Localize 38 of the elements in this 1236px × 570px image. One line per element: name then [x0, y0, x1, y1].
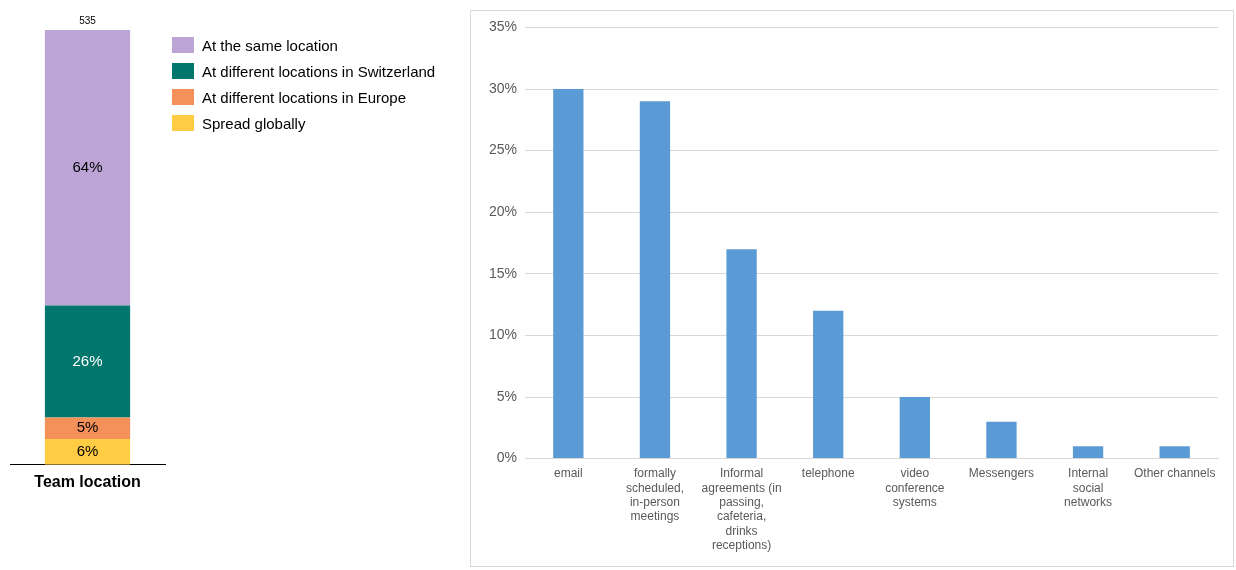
y-tick-label: 30%: [488, 79, 518, 96]
legend-label: At the same location: [202, 36, 338, 54]
y-tick-label: 5%: [496, 387, 518, 404]
y-tick-label: 35%: [488, 18, 518, 35]
text: 535: [79, 14, 97, 26]
bar: [44, 417, 131, 439]
bar: [1072, 446, 1104, 459]
bar: [1159, 446, 1190, 459]
data-label: 26%: [72, 351, 103, 369]
x-tick-label: email: [553, 466, 583, 481]
y-tick-label: 0%: [496, 449, 518, 466]
bar: [986, 421, 1017, 459]
data-label: 6%: [76, 442, 99, 460]
bar: [899, 397, 930, 459]
bar: [813, 310, 844, 459]
y-tick-label: 20%: [488, 203, 518, 220]
x-tick-label: formally scheduled, in-person meetings: [625, 466, 684, 524]
y-tick-label: 15%: [488, 264, 518, 281]
x-tick-label: Messengers: [968, 466, 1035, 481]
x-tick-label: Team location: [34, 472, 141, 490]
bar: [553, 89, 584, 459]
x-tick-label: video conference systems: [885, 466, 945, 509]
bar: [44, 30, 131, 306]
bar: [639, 101, 671, 459]
bar: [726, 249, 757, 459]
x-tick-label: Internal social networks: [1064, 466, 1113, 509]
legend-label: Spread globally: [202, 114, 306, 132]
x-tick-label: Other channels: [1133, 466, 1216, 481]
y-tick-label: 25%: [488, 141, 518, 158]
y-tick-label: 10%: [488, 326, 518, 343]
legend-label: At different locations in Europe: [202, 88, 407, 106]
data-label: 64%: [72, 157, 103, 175]
data-label: 5%: [76, 418, 99, 436]
bar: [44, 438, 131, 465]
legend-label: At different locations in Switzerland: [202, 62, 436, 80]
x-tick-label: telephone: [801, 466, 855, 481]
bar: [44, 305, 131, 418]
x-tick-label: Informal agreements (in passing, cafeteria, drinks receptions): [701, 466, 782, 553]
